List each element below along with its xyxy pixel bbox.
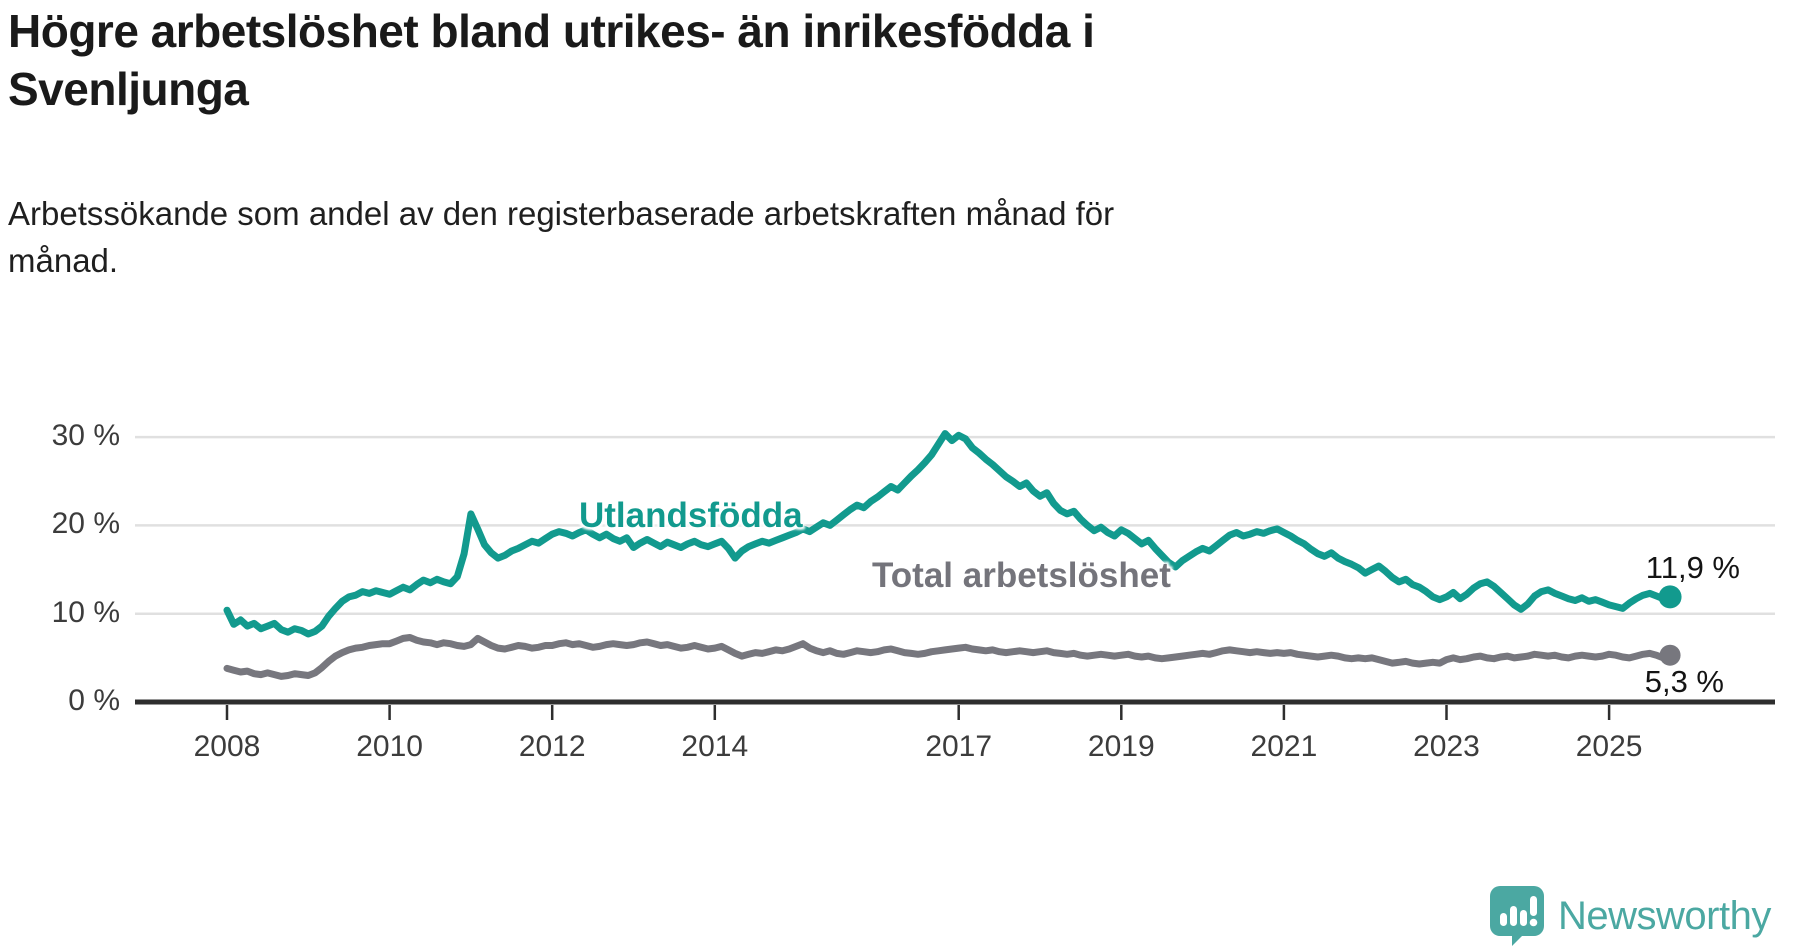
x-axis-label-2019: 2019 bbox=[1087, 730, 1155, 763]
newsworthy-icon bbox=[1490, 886, 1544, 946]
newsworthy-logo: Newsworthy bbox=[1490, 886, 1771, 946]
end-dot-total bbox=[1659, 644, 1681, 666]
chart-title: Högre arbetslöshet bland utrikes- än inr… bbox=[8, 5, 1095, 115]
line-utlandsfodda bbox=[223, 430, 1674, 638]
end-value-utlandsfodda: 11,9 % bbox=[1645, 550, 1740, 585]
x-axis-label-2014: 2014 bbox=[681, 730, 749, 763]
x-axis-label-2010: 2010 bbox=[356, 730, 423, 763]
series-label-utlandsfodda: Utlandsfödda bbox=[579, 496, 803, 535]
x-axis-label-2012: 2012 bbox=[518, 730, 586, 763]
x-axis-label-2021: 2021 bbox=[1250, 730, 1318, 763]
x-axis-label-2023: 2023 bbox=[1413, 730, 1480, 763]
newsworthy-wordmark: Newsworthy bbox=[1558, 893, 1771, 938]
end-dot-utlandsfodda bbox=[1658, 585, 1682, 609]
x-axis-label-2017: 2017 bbox=[925, 730, 993, 763]
y-axis-label-20: 20 % bbox=[51, 507, 120, 541]
chart-subtitle: Arbetssökande som andel av den registerb… bbox=[8, 195, 1115, 279]
end-value-total: 5,3 % bbox=[1644, 664, 1724, 699]
line-total bbox=[223, 634, 1674, 680]
y-axis-label-10: 10 % bbox=[51, 595, 120, 629]
x-axis-label-2025: 2025 bbox=[1575, 730, 1643, 763]
x-axis-label-2008: 2008 bbox=[193, 730, 261, 763]
y-axis-label-0: 0 % bbox=[68, 684, 120, 717]
series-label-total: Total arbetslöshet bbox=[872, 556, 1171, 595]
y-axis-label-30: 30 % bbox=[51, 419, 120, 453]
